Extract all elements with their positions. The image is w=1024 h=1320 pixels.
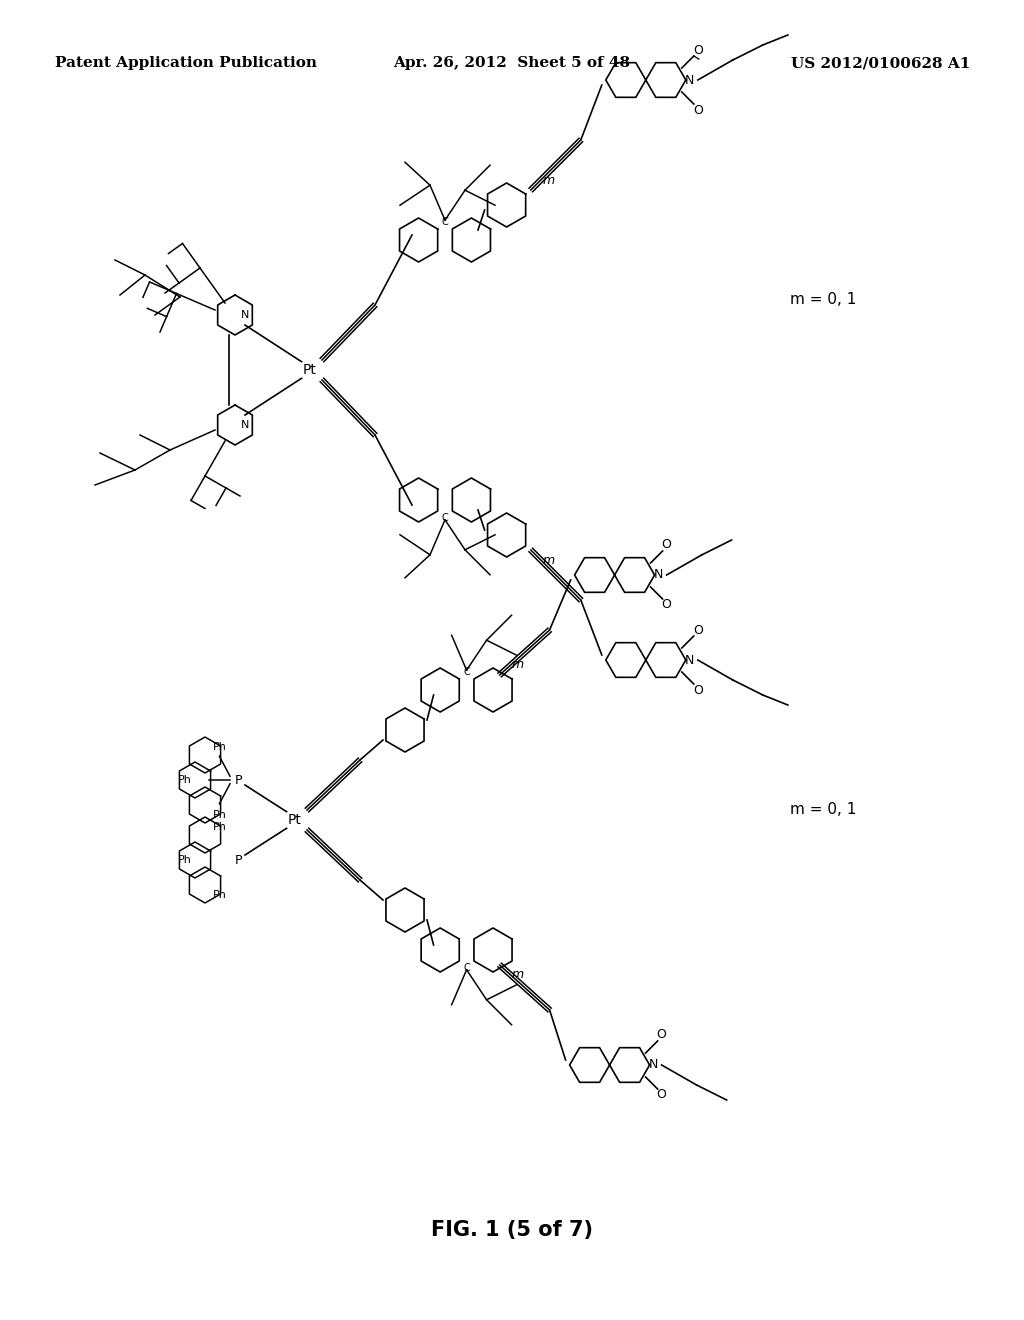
Text: US 2012/0100628 A1: US 2012/0100628 A1 — [791, 57, 970, 70]
Text: N: N — [685, 74, 694, 87]
Text: Ph: Ph — [178, 855, 193, 865]
Text: Pt: Pt — [288, 813, 302, 828]
Text: C: C — [463, 962, 470, 973]
Text: N: N — [241, 420, 249, 430]
Text: Ph: Ph — [213, 890, 227, 900]
Text: N: N — [685, 653, 694, 667]
Text: O: O — [662, 598, 672, 611]
Text: O: O — [662, 539, 672, 552]
Text: O: O — [693, 684, 702, 697]
Text: m = 0, 1: m = 0, 1 — [790, 293, 856, 308]
Text: C: C — [463, 668, 470, 677]
Text: Patent Application Publication: Patent Application Publication — [55, 57, 317, 70]
Text: m: m — [512, 969, 523, 982]
Text: O: O — [656, 1089, 667, 1101]
Text: C: C — [441, 512, 449, 523]
Text: Ph: Ph — [213, 810, 227, 820]
Text: O: O — [656, 1028, 667, 1041]
Text: Ph: Ph — [178, 775, 193, 785]
Text: m: m — [543, 553, 555, 566]
Text: FIG. 1 (5 of 7): FIG. 1 (5 of 7) — [431, 1220, 593, 1241]
Text: N: N — [649, 1059, 658, 1072]
Text: m: m — [512, 659, 523, 672]
Text: O: O — [693, 103, 702, 116]
Text: Ph: Ph — [213, 822, 227, 832]
Text: N: N — [241, 310, 249, 319]
Text: P: P — [234, 854, 242, 866]
Text: Apr. 26, 2012  Sheet 5 of 48: Apr. 26, 2012 Sheet 5 of 48 — [393, 57, 631, 70]
Text: O: O — [693, 44, 702, 57]
Text: C: C — [441, 218, 449, 227]
Text: Pt: Pt — [303, 363, 317, 378]
Text: N: N — [654, 569, 664, 582]
Text: m = 0, 1: m = 0, 1 — [790, 803, 856, 817]
Text: O: O — [693, 623, 702, 636]
Text: P: P — [234, 774, 242, 787]
Text: Ph: Ph — [213, 742, 227, 752]
Text: m: m — [543, 173, 555, 186]
